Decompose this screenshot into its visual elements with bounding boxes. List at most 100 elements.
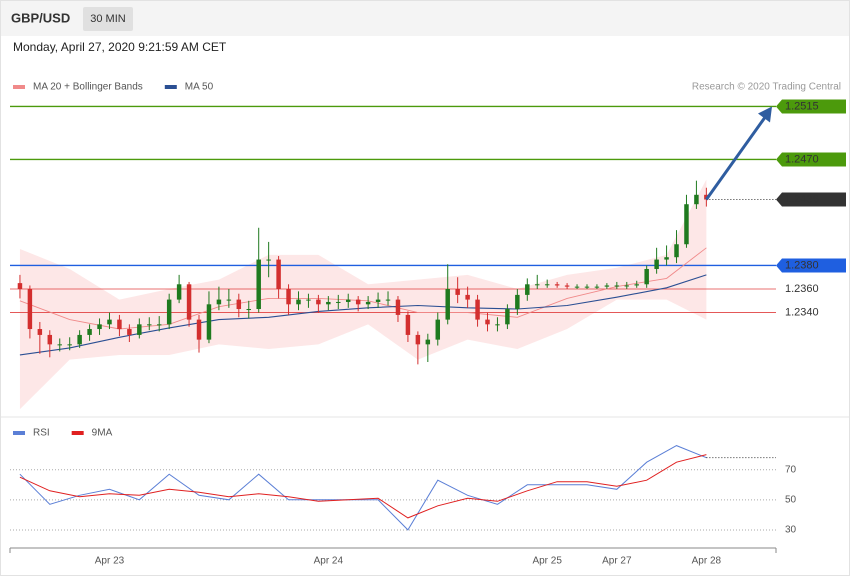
candle-body [634,284,639,286]
candle-body [604,285,610,287]
candle-body [137,324,142,335]
candle-body [206,304,212,340]
candle-body [355,299,361,305]
credit: Research © 2020 Trading Central [692,82,841,93]
legend-label: 9MA [92,428,113,439]
candle-body [117,319,122,330]
candle-body [564,285,570,287]
level-label: 1.2340 [785,306,819,318]
candle-body [664,257,669,260]
candle-body [674,244,679,258]
candle-body [684,204,689,245]
candle-body [216,299,222,305]
candle-body [57,344,62,346]
legend-swatch [13,85,25,89]
timeframe[interactable]: 30 MIN [90,13,126,25]
level-label: 1.2515 [785,100,819,112]
candle-body [375,299,381,302]
candle-body [196,319,202,340]
legend-swatch [71,431,84,435]
y-tick-label: 50 [785,494,797,505]
x-tick-label: Apr 23 [95,556,125,567]
level-tag [776,258,846,273]
y-tick-label: 70 [785,464,797,475]
level-label: 1.2380 [785,259,819,271]
candle-body [246,309,251,311]
candle-body [535,284,540,286]
candle-body [156,324,162,326]
level-label: 1.2360 [785,283,819,295]
candle-body [485,319,490,325]
legend-swatch [13,431,25,435]
candle-body [326,301,331,305]
level-tag [776,192,846,207]
candle-body [306,299,311,301]
candle-body [574,286,580,288]
candle-body [27,289,33,330]
legend-label: MA 50 [185,82,214,93]
candle-body [97,324,102,330]
candle-body [17,283,23,290]
candle-body [525,284,530,295]
candle-body [226,299,232,301]
symbol: GBP/USD [11,10,70,25]
candle-body [107,319,112,325]
candle-body [256,259,261,310]
candle-body [176,284,182,300]
candle-body [614,285,620,287]
x-tick-label: Apr 25 [532,556,562,567]
candle-body [435,319,441,340]
candle-body [147,324,152,326]
candle-body [186,284,192,320]
legend-label: RSI [33,428,50,439]
candle-body [445,289,450,320]
candle-body [415,334,421,345]
candle-body [465,294,470,300]
level-tag [776,152,846,167]
candle-body [336,301,341,303]
candle-body [276,259,281,290]
candle-body [455,289,460,295]
y-tick-label: 30 [785,525,797,536]
candle-body [37,329,43,335]
candle-body [395,299,401,315]
candle-body [584,286,590,288]
candle-body [47,334,53,345]
timeframe-box[interactable] [83,7,133,31]
candle-body [624,285,630,287]
candle-body [127,329,132,335]
candle-body [425,339,431,345]
x-tick-label: Apr 27 [602,556,632,567]
level-label: 1.2436 [785,193,819,205]
level-label: 1.2470 [785,153,819,165]
forecast-arrowhead [758,106,772,123]
header-bar [1,1,849,36]
x-tick-label: Apr 28 [692,556,722,567]
candle-body [594,286,600,288]
x-tick-label: Apr 24 [314,556,344,567]
candle-body [405,314,411,335]
candle-body [236,299,242,310]
candle-body [385,299,391,301]
candle-body [67,344,72,346]
rsi-line [19,445,707,531]
legend-swatch [164,85,177,89]
candle-body [316,299,321,305]
candle-body [87,329,92,335]
candle-body [654,259,659,269]
candle-body [554,284,560,286]
date: Monday, April 27, 2020 9:21:59 AM CET [13,40,227,54]
rsi-ma-line [19,454,707,519]
candle-body [644,268,649,285]
candle-body [495,324,500,326]
forecast-arrow [705,113,769,201]
candle-body [694,194,699,205]
bollinger-band [19,179,707,410]
candle-body [296,299,301,305]
candle-body [166,299,172,325]
level-tag [776,99,846,114]
candle-body [475,299,480,320]
candle-body [365,301,371,305]
legend-label: MA 20 + Bollinger Bands [33,82,143,93]
